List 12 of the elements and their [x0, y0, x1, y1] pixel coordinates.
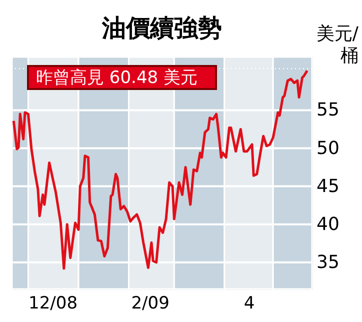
y-tick-label: 40 [316, 214, 340, 235]
y-tick-label: 55 [316, 100, 340, 121]
x-tick-label: 2/09 [131, 294, 170, 314]
y-axis-title: 美元/桶 [316, 24, 360, 66]
y-tick-label: 45 [316, 176, 340, 197]
x-tick-label: 4 [244, 294, 255, 314]
annotation: 昨曾高見 60.48 美元 [36, 68, 198, 88]
chart-title: 油價續強勢 [101, 14, 222, 42]
y-tick-label: 35 [316, 252, 340, 273]
y-tick-label: 50 [316, 138, 340, 159]
line-series [12, 69, 308, 270]
x-tick-label: 12/08 [28, 294, 78, 314]
